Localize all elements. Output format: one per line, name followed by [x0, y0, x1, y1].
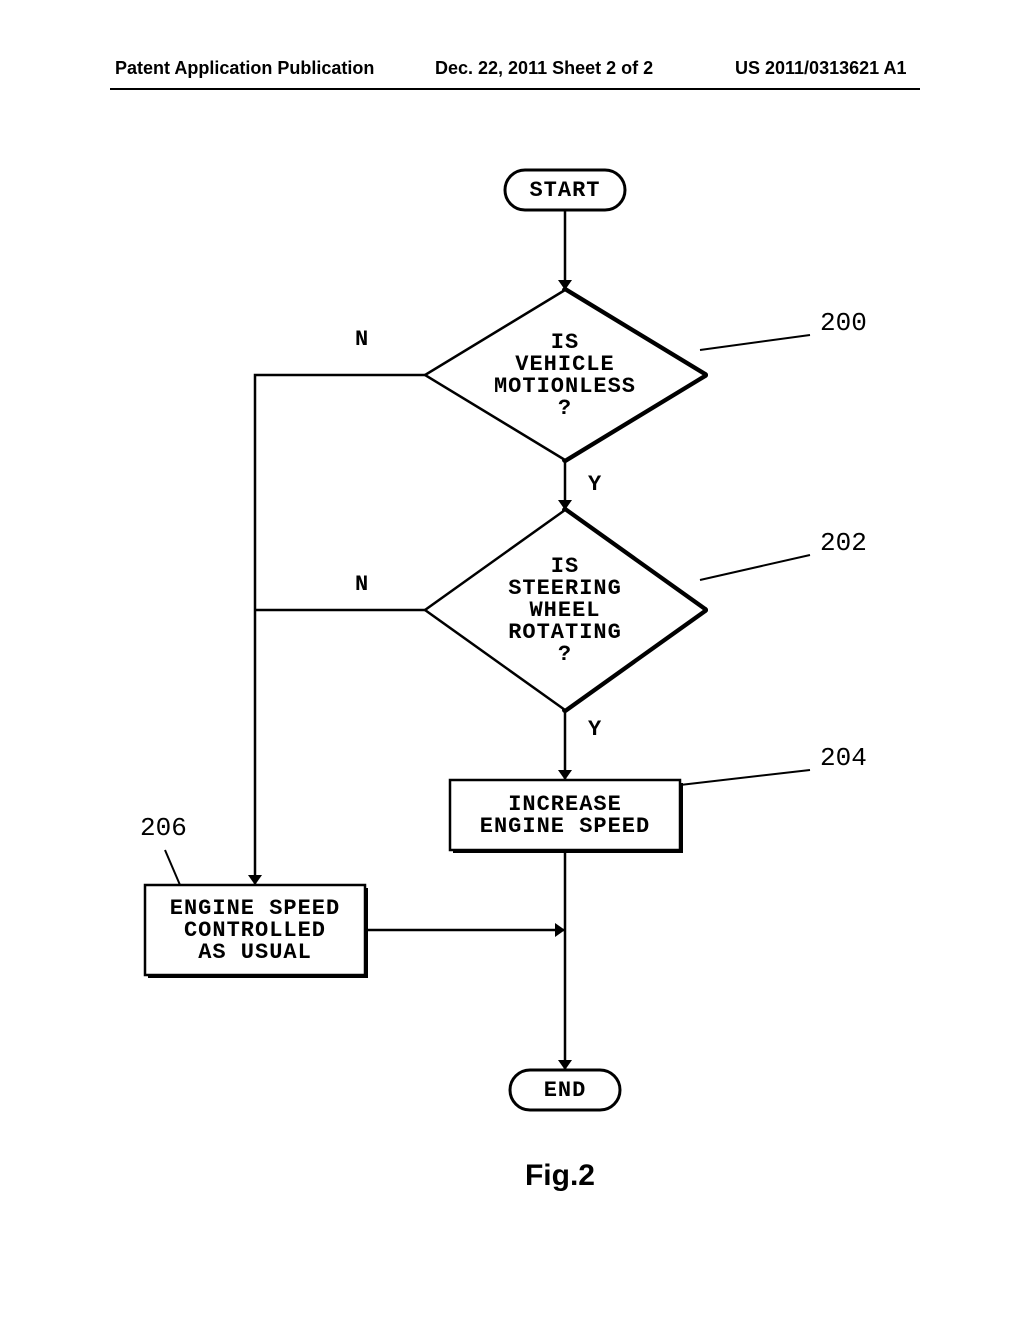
flowchart-container: YYNNSTARTISVEHICLEMOTIONLESS?ISSTEERINGW… — [120, 150, 900, 1200]
svg-text:Y: Y — [588, 472, 602, 497]
svg-text:204: 204 — [820, 743, 867, 773]
svg-text:END: END — [544, 1078, 587, 1103]
svg-text:Y: Y — [588, 717, 602, 742]
header-center: Dec. 22, 2011 Sheet 2 of 2 — [435, 58, 653, 79]
svg-text:?: ? — [558, 642, 572, 667]
svg-text:?: ? — [558, 396, 572, 421]
svg-text:Fig.2: Fig.2 — [525, 1159, 595, 1192]
flowchart-svg: YYNNSTARTISVEHICLEMOTIONLESS?ISSTEERINGW… — [120, 150, 900, 1200]
svg-text:206: 206 — [140, 813, 187, 843]
svg-text:N: N — [355, 327, 369, 352]
header-right: US 2011/0313621 A1 — [735, 58, 906, 79]
header-rule — [110, 88, 920, 90]
page: Patent Application Publication Dec. 22, … — [0, 0, 1024, 1320]
svg-text:START: START — [529, 178, 600, 203]
svg-text:200: 200 — [820, 308, 867, 338]
header-left: Patent Application Publication — [115, 58, 374, 79]
svg-text:N: N — [355, 572, 369, 597]
svg-text:202: 202 — [820, 528, 867, 558]
svg-text:AS USUAL: AS USUAL — [198, 940, 312, 965]
svg-text:ENGINE SPEED: ENGINE SPEED — [480, 814, 650, 839]
